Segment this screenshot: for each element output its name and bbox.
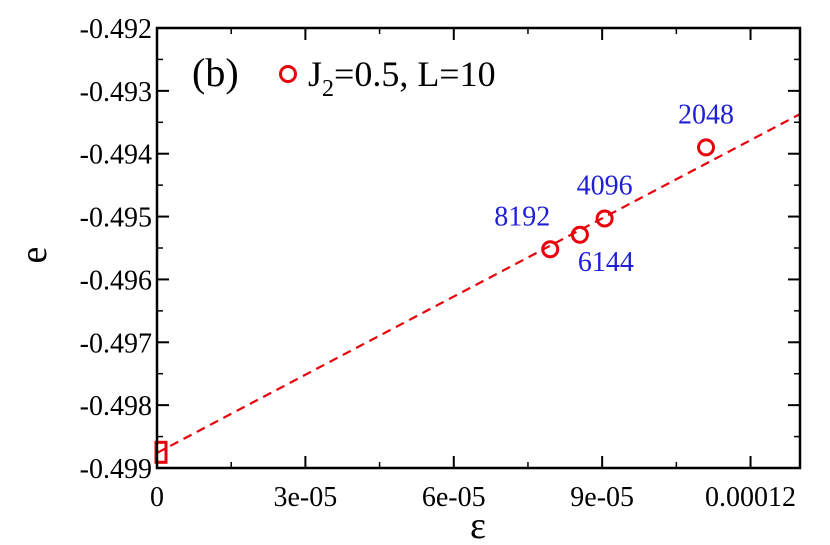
legend: J2=0.5, L=10: [279, 54, 496, 102]
y-tick-label: -0.494: [80, 140, 152, 171]
data-point: [595, 209, 614, 228]
y-tick-label: -0.496: [80, 265, 152, 296]
legend-marker: [279, 65, 297, 83]
y-tick-label: -0.498: [80, 391, 152, 422]
point-label-2048: 2048: [678, 99, 734, 130]
y-tick-labels: -0.492 -0.493 -0.494 -0.495 -0.496 -0.497 -0.4…: [80, 14, 152, 485]
point-labels: 2048 4096 6144 8192: [494, 99, 734, 277]
legend-rest: =0.5, L=10: [334, 54, 496, 94]
data-points: [154, 138, 716, 464]
y-tick-label: -0.492: [80, 14, 152, 45]
x-tick-label: 0: [150, 482, 164, 513]
x-tick-labels: 0 3e-05 6e-05 9e-05 0.00012: [150, 482, 796, 513]
data-point: [697, 138, 716, 157]
y-tick-label: -0.499: [80, 454, 152, 485]
x-tick-label: 9e-05: [570, 482, 634, 513]
point-label-8192: 8192: [494, 201, 550, 232]
x-tick-label: 0.00012: [705, 482, 796, 513]
y-tick-label: -0.497: [80, 328, 152, 359]
legend-sub: 2: [322, 76, 334, 102]
legend-label: J2=0.5, L=10: [308, 54, 496, 102]
y-tick-label: -0.493: [80, 77, 152, 108]
fit-line: [156, 113, 801, 454]
plot-frame: [155, 26, 802, 470]
point-label-4096: 4096: [577, 170, 633, 201]
data-point: [570, 225, 589, 244]
x-tick-label: 3e-05: [274, 482, 338, 513]
y-axis-label: e: [13, 247, 55, 264]
panel-label: (b): [192, 50, 239, 95]
x-tick-label: 6e-05: [422, 482, 486, 513]
y-tick-label: -0.495: [80, 203, 152, 234]
legend-main: J: [308, 54, 322, 94]
x-axis-label: ε: [470, 505, 486, 545]
data-point: [541, 240, 560, 259]
point-label-6144: 6144: [578, 247, 634, 278]
